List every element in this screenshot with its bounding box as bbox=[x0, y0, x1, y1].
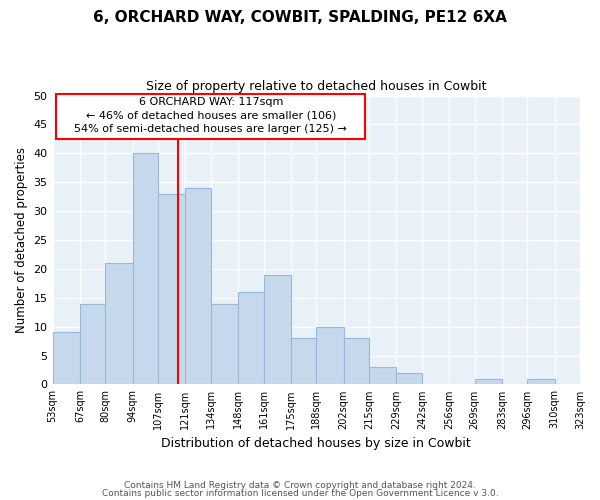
Bar bbox=[185, 188, 211, 384]
Text: Contains HM Land Registry data © Crown copyright and database right 2024.: Contains HM Land Registry data © Crown c… bbox=[124, 481, 476, 490]
Bar bbox=[291, 338, 316, 384]
Bar bbox=[105, 263, 133, 384]
Bar bbox=[158, 194, 185, 384]
Bar bbox=[316, 326, 344, 384]
Text: 54% of semi-detached houses are larger (125) →: 54% of semi-detached houses are larger (… bbox=[74, 124, 347, 134]
Bar bbox=[80, 304, 105, 384]
Text: ← 46% of detached houses are smaller (106): ← 46% of detached houses are smaller (10… bbox=[86, 111, 336, 121]
Bar bbox=[263, 274, 291, 384]
Bar bbox=[397, 373, 422, 384]
Bar bbox=[580, 378, 600, 384]
Title: Size of property relative to detached houses in Cowbit: Size of property relative to detached ho… bbox=[146, 80, 487, 93]
X-axis label: Distribution of detached houses by size in Cowbit: Distribution of detached houses by size … bbox=[161, 437, 471, 450]
FancyBboxPatch shape bbox=[56, 94, 365, 139]
Bar bbox=[53, 332, 80, 384]
Bar bbox=[238, 292, 263, 384]
Text: 6, ORCHARD WAY, COWBIT, SPALDING, PE12 6XA: 6, ORCHARD WAY, COWBIT, SPALDING, PE12 6… bbox=[93, 10, 507, 25]
Bar bbox=[527, 378, 554, 384]
Bar bbox=[475, 378, 502, 384]
Bar bbox=[211, 304, 238, 384]
Y-axis label: Number of detached properties: Number of detached properties bbox=[15, 147, 28, 333]
Text: 6 ORCHARD WAY: 117sqm: 6 ORCHARD WAY: 117sqm bbox=[139, 98, 283, 108]
Bar bbox=[133, 154, 158, 384]
Bar bbox=[344, 338, 369, 384]
Text: Contains public sector information licensed under the Open Government Licence v : Contains public sector information licen… bbox=[101, 488, 499, 498]
Bar bbox=[369, 367, 397, 384]
